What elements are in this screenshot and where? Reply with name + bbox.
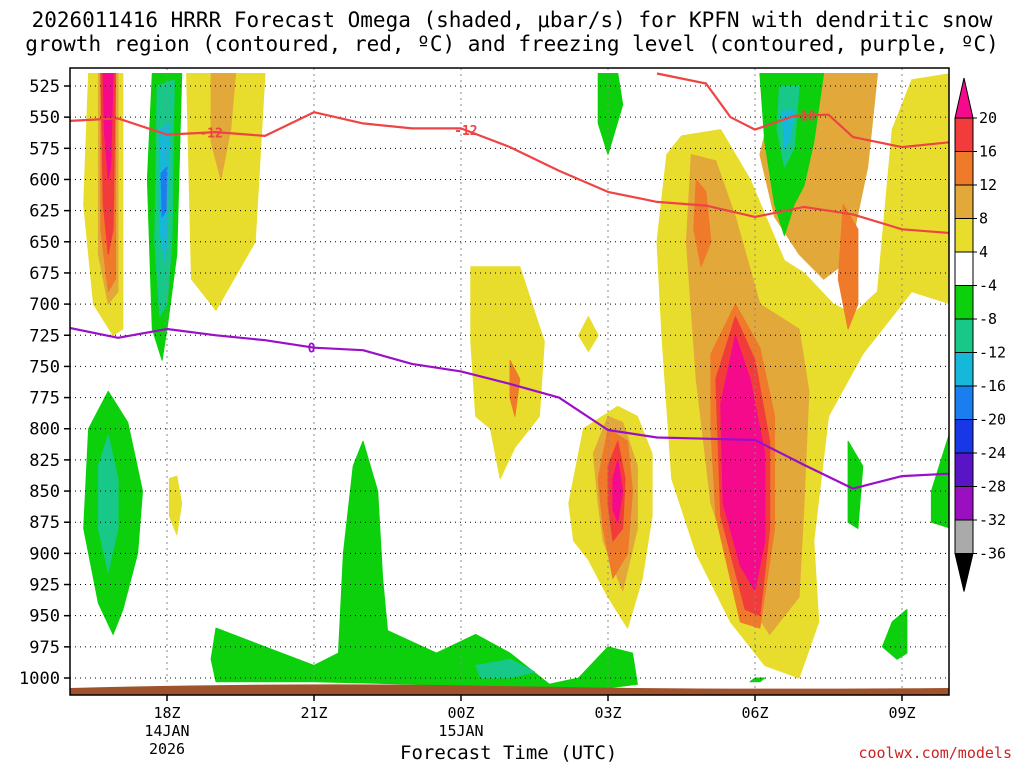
colorbar-swatch-5 [954, 251, 974, 286]
x-axis-title: Forecast Time (UTC) [400, 742, 618, 764]
omega-shading [83, 73, 949, 689]
y-tick-label-1000: 1000 [19, 669, 60, 689]
y-tick-label-800: 800 [29, 420, 60, 440]
omega-region--4-7 [930, 433, 949, 529]
colorbar-swatch-11 [954, 452, 974, 487]
y-axis: 525 550 575 600 625 650 675 700 725 750 775 800 825 8… [19, 77, 70, 689]
y-tick-label-875: 875 [29, 513, 60, 533]
y-tick-label-975: 975 [29, 638, 60, 658]
contour-lines: -12 -12 -18 0 [70, 72, 949, 490]
y-tick-label-575: 575 [29, 139, 60, 159]
colorbar-label-0: 20 [979, 109, 997, 127]
omega-region--8-3 [475, 658, 535, 679]
x-tick-date-18Z: 14JAN [144, 722, 189, 740]
omega-region--4-2 [210, 440, 638, 689]
y-tick-label-850: 850 [29, 482, 60, 502]
credit-link[interactable]: coolwx.com/models [858, 744, 1012, 762]
y-tick-label-625: 625 [29, 202, 60, 222]
omega-region--8-1 [97, 434, 119, 573]
x-tick-label-18Z: 18Z [153, 704, 180, 722]
x-tick-label-03Z: 03Z [594, 704, 621, 722]
y-tick-label-600: 600 [29, 170, 60, 190]
colorbar-label-12: -32 [979, 511, 1006, 529]
y-tick-label-700: 700 [29, 295, 60, 315]
colorbar-label-1: 16 [979, 143, 997, 161]
x-tick-date-00Z: 15JAN [438, 722, 483, 740]
colorbar-swatch-4 [954, 218, 974, 253]
colorbar: 20 16 12 8 4 -4 -8 -12 -16 -20 -24 -28 -32 -36 [954, 77, 1006, 592]
y-tick-label-675: 675 [29, 264, 60, 284]
colorbar-swatch-12 [954, 486, 974, 521]
colorbar-label-4: 4 [979, 243, 988, 261]
colorbar-label-10: -24 [979, 444, 1006, 462]
omega-region-20-2 [612, 459, 624, 523]
colorbar-swatch-8 [954, 352, 974, 387]
y-tick-label-950: 950 [29, 607, 60, 627]
dgz-contour-minus12-label-1: -12 [454, 124, 477, 139]
omega-region-20-0 [102, 73, 114, 180]
colorbar-label-5: -4 [979, 277, 997, 295]
colorbar-label-7: -12 [979, 344, 1006, 362]
omega-region-4-2 [168, 475, 183, 536]
chart-title-line2: growth region (contoured, red, ºC) and f… [25, 32, 999, 56]
x-tick-label-21Z: 21Z [300, 704, 327, 722]
chart-title-line1: 2026011416 HRRR Forecast Omega (shaded, … [31, 8, 993, 32]
omega-region--4-3 [597, 73, 624, 155]
y-tick-label-725: 725 [29, 326, 60, 346]
omega-region--4-6 [881, 609, 908, 660]
omega-region-12-2 [837, 203, 859, 330]
dgz-contour-minus12 [70, 111, 949, 235]
x-tick-label-06Z: 06Z [741, 704, 768, 722]
colorbar-label-11: -28 [979, 478, 1006, 496]
y-tick-label-750: 750 [29, 357, 60, 377]
colorbar-top-arrow [954, 77, 974, 119]
colorbar-swatch-2 [954, 151, 974, 186]
y-tick-label-550: 550 [29, 108, 60, 128]
ground-terrain [70, 684, 949, 695]
y-tick-label-900: 900 [29, 544, 60, 564]
ground-strip [70, 684, 949, 695]
y-tick-label-925: 925 [29, 576, 60, 596]
dgz-contour-minus18 [656, 72, 949, 149]
omega-region--16-0 [160, 166, 168, 218]
x-tick-label-09Z: 09Z [888, 704, 915, 722]
omega-region-12-1 [693, 179, 712, 268]
x-tick-year-18Z: 2026 [149, 740, 185, 758]
dgz-contour-minus18-label-0: -18 [792, 110, 816, 125]
omega-region-8-1 [210, 73, 237, 180]
y-tick-label-775: 775 [29, 389, 60, 409]
freezing-level-contour-label-0: 0 [308, 341, 316, 356]
colorbar-swatch-1 [954, 117, 974, 152]
y-tick-label-825: 825 [29, 451, 60, 471]
y-tick-label-650: 650 [29, 233, 60, 253]
colorbar-swatch-13 [954, 519, 974, 554]
colorbar-bottom-arrow [954, 553, 974, 592]
x-tick-label-00Z: 00Z [447, 704, 474, 722]
colorbar-label-8: -16 [979, 377, 1006, 395]
plot-frame [69, 67, 950, 696]
grid-lines [70, 68, 949, 695]
freezing-level-contour [70, 326, 949, 490]
omega-region-20-1 [720, 334, 766, 592]
colorbar-label-6: -8 [979, 310, 997, 328]
omega-region-12-5 [509, 359, 521, 417]
colorbar-label-3: 8 [979, 210, 988, 228]
omega-region--4-4 [759, 73, 825, 237]
colorbar-label-2: 12 [979, 176, 997, 194]
omega-region--4-8 [749, 677, 766, 683]
colorbar-swatch-10 [954, 419, 974, 454]
colorbar-swatch-6 [954, 285, 974, 320]
omega-region-4-4 [578, 316, 599, 352]
colorbar-label-13: -36 [979, 545, 1006, 563]
y-tick-label-525: 525 [29, 77, 60, 97]
colorbar-swatch-7 [954, 318, 974, 353]
dgz-contour-minus12-label-0: -12 [199, 126, 222, 141]
omega-region--4-5 [847, 440, 864, 529]
colorbar-swatch-3 [954, 184, 974, 219]
colorbar-label-9: -20 [979, 411, 1006, 429]
colorbar-swatch-9 [954, 385, 974, 420]
omega-region-4-3 [470, 266, 545, 480]
